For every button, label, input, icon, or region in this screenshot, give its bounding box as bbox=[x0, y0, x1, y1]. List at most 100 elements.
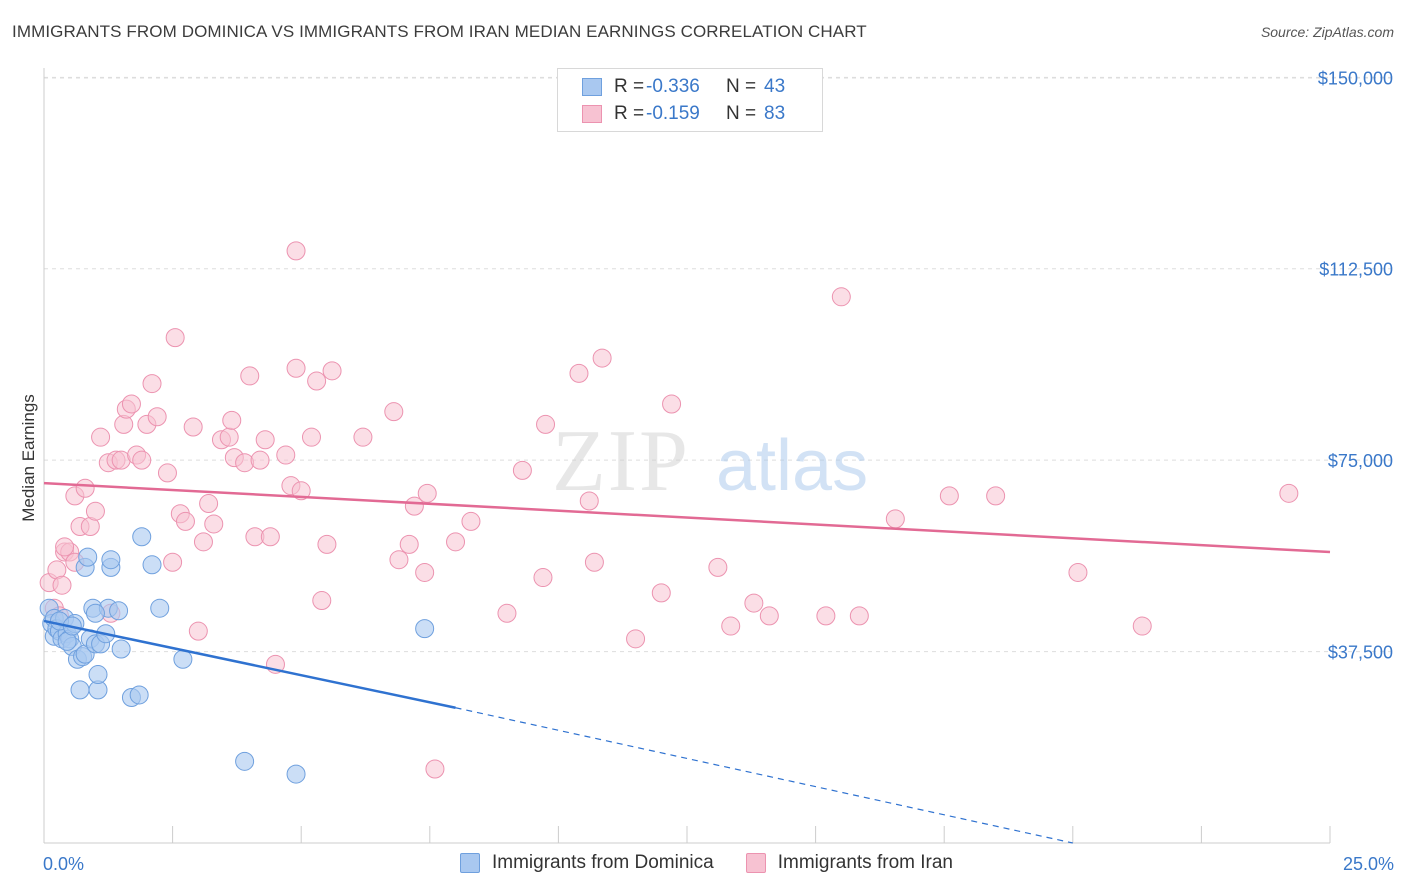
series-legend: Immigrants from Dominica Immigrants from… bbox=[460, 852, 985, 874]
point-iran bbox=[497, 603, 517, 623]
point-iran bbox=[240, 366, 260, 386]
point-iran bbox=[286, 358, 306, 378]
legend-row-dominica: R = -0.336 N = 43 bbox=[582, 74, 785, 100]
point-iran bbox=[584, 552, 604, 572]
point-iran bbox=[384, 402, 404, 422]
y-tick-label: $150,000 bbox=[1318, 68, 1393, 88]
point-dominica bbox=[111, 639, 131, 659]
legend-n-value: 83 bbox=[764, 103, 786, 124]
point-iran bbox=[353, 427, 373, 447]
point-iran bbox=[75, 478, 95, 498]
legend-r-value: -0.159 bbox=[646, 103, 700, 124]
point-dominica bbox=[150, 598, 170, 618]
legend-swatch-dominica bbox=[582, 78, 602, 96]
point-dominica bbox=[85, 603, 105, 623]
point-iran bbox=[255, 430, 275, 450]
point-iran bbox=[399, 534, 419, 554]
trend-line-iran bbox=[43, 481, 1331, 554]
point-dominica bbox=[88, 665, 108, 685]
point-iran bbox=[52, 575, 72, 595]
point-iran bbox=[85, 501, 105, 521]
point-iran bbox=[721, 616, 741, 636]
point-iran bbox=[193, 532, 213, 552]
point-iran bbox=[512, 460, 532, 480]
point-iran bbox=[204, 514, 224, 534]
point-dominica bbox=[415, 619, 435, 639]
point-iran bbox=[219, 427, 239, 447]
point-iran bbox=[744, 593, 764, 613]
point-iran bbox=[536, 414, 556, 434]
point-iran bbox=[307, 371, 327, 391]
y-tick-label: $75,000 bbox=[1328, 451, 1393, 471]
point-iran bbox=[389, 550, 409, 570]
watermark-atlas: atlas bbox=[716, 426, 868, 506]
point-iran bbox=[461, 511, 481, 531]
point-iran bbox=[831, 287, 851, 307]
legend-swatch-iran bbox=[582, 105, 602, 123]
point-iran bbox=[662, 394, 682, 414]
watermark-zip: ZIP bbox=[552, 413, 690, 510]
point-iran bbox=[301, 427, 321, 447]
point-iran bbox=[157, 463, 177, 483]
legend-item-dominica: Immigrants from Dominica bbox=[460, 852, 714, 874]
stats-legend: R = -0.336 N = 43 R = -0.159 N = 83 bbox=[557, 68, 823, 132]
legend-n-label: N = bbox=[726, 103, 757, 124]
point-iran bbox=[121, 394, 141, 414]
y-tick-labels: $37,500 $75,000 $112,500 $150,000 bbox=[1318, 68, 1393, 662]
legend-r-value: -0.336 bbox=[646, 76, 700, 97]
trend-lines bbox=[43, 481, 1331, 844]
point-iran bbox=[199, 494, 219, 514]
point-iran bbox=[276, 445, 296, 465]
point-iran bbox=[175, 511, 195, 531]
point-iran bbox=[425, 759, 445, 779]
point-iran bbox=[708, 557, 728, 577]
point-iran bbox=[91, 427, 111, 447]
point-dominica bbox=[70, 680, 90, 700]
point-iran bbox=[165, 328, 185, 348]
x-tick-label-min: 0.0% bbox=[43, 854, 84, 874]
point-iran bbox=[312, 591, 332, 611]
point-iran bbox=[939, 486, 959, 506]
point-iran bbox=[592, 348, 612, 368]
point-dominica bbox=[109, 601, 129, 621]
point-iran bbox=[163, 552, 183, 572]
point-iran bbox=[250, 450, 270, 470]
point-iran bbox=[132, 450, 152, 470]
point-iran bbox=[322, 361, 342, 381]
point-iran bbox=[291, 481, 311, 501]
point-iran bbox=[759, 606, 779, 626]
axes bbox=[43, 68, 1331, 844]
point-iran bbox=[626, 629, 646, 649]
legend-n-value: 43 bbox=[764, 76, 786, 97]
legend-r-label: R = bbox=[614, 76, 645, 97]
point-dominica bbox=[235, 751, 255, 771]
source-label: Source: ZipAtlas.com bbox=[1260, 24, 1394, 40]
point-dominica bbox=[142, 555, 162, 575]
point-iran bbox=[55, 537, 75, 557]
point-iran bbox=[651, 583, 671, 603]
point-iran bbox=[569, 363, 589, 383]
point-iran bbox=[222, 410, 242, 430]
point-iran bbox=[317, 534, 337, 554]
legend-row-iran: R = -0.159 N = 83 bbox=[582, 101, 785, 127]
point-iran bbox=[446, 532, 466, 552]
point-iran bbox=[986, 486, 1006, 506]
point-dominica bbox=[173, 649, 193, 669]
x-tick-label-max: 25.0% bbox=[1343, 854, 1394, 874]
point-iran bbox=[885, 509, 905, 529]
legend-label-iran: Immigrants from Iran bbox=[777, 852, 953, 873]
trend-line-dominica bbox=[43, 619, 456, 709]
legend-swatch-dominica bbox=[460, 853, 480, 873]
point-iran bbox=[286, 241, 306, 261]
y-tick-label: $37,500 bbox=[1328, 643, 1393, 663]
point-iran bbox=[417, 483, 437, 503]
y-axis-label: Median Earnings bbox=[19, 394, 38, 522]
point-iran bbox=[579, 491, 599, 511]
point-iran bbox=[1068, 562, 1088, 582]
point-iran bbox=[260, 527, 280, 547]
point-dominica bbox=[129, 685, 149, 705]
point-dominica bbox=[286, 764, 306, 784]
point-dominica bbox=[101, 550, 121, 570]
point-iran bbox=[1132, 616, 1152, 636]
